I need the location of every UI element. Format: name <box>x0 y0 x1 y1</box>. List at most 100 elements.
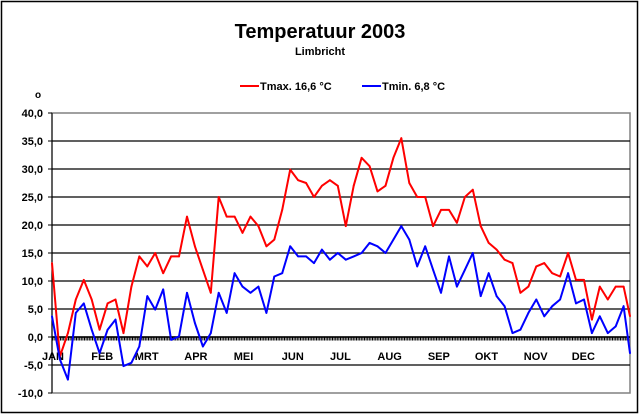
data-point <box>178 255 180 258</box>
data-point <box>265 245 268 248</box>
data-point <box>503 258 506 261</box>
legend-entry: Tmin. 6,8 °C <box>382 81 445 93</box>
data-point <box>471 188 474 191</box>
data-point <box>606 298 609 301</box>
y-tick-label: 40,0 <box>22 108 43 120</box>
data-point <box>98 352 101 355</box>
month-label: DEC <box>572 351 595 363</box>
data-point <box>463 268 466 271</box>
data-point <box>479 225 482 228</box>
data-point <box>368 165 371 168</box>
y-tick-label: -5,0 <box>24 360 43 372</box>
data-point <box>257 285 260 288</box>
data-point <box>392 156 395 159</box>
data-point <box>360 252 363 254</box>
data-point <box>519 328 522 331</box>
data-point <box>629 315 631 318</box>
data-point <box>305 182 307 184</box>
data-point <box>590 332 593 334</box>
data-point <box>249 215 252 218</box>
data-point <box>130 285 133 288</box>
data-point <box>551 272 554 275</box>
data-point <box>90 328 93 331</box>
data-point <box>503 305 506 308</box>
data-point <box>98 328 101 331</box>
data-point <box>384 184 387 187</box>
data-point <box>448 255 450 258</box>
data-point <box>186 291 188 294</box>
data-point <box>74 312 77 314</box>
data-point <box>217 291 220 294</box>
y-tick-label: 30,0 <box>22 164 43 176</box>
data-point <box>479 295 482 298</box>
series-line-tmax <box>51 137 631 358</box>
month-label: OKT <box>475 351 499 363</box>
data-point <box>51 315 53 318</box>
data-point <box>535 298 538 301</box>
data-point <box>487 272 490 275</box>
data-point <box>225 215 228 218</box>
data-point <box>194 245 196 248</box>
data-point <box>194 322 196 324</box>
data-point <box>352 184 355 187</box>
month-label: MEI <box>234 351 254 363</box>
month-label: AUG <box>377 351 401 363</box>
data-point <box>456 285 458 288</box>
data-point <box>606 332 609 334</box>
data-point <box>590 318 593 321</box>
month-label: JUL <box>330 351 351 363</box>
data-point <box>186 215 188 218</box>
data-point <box>495 295 498 298</box>
month-label: FEB <box>91 351 113 363</box>
data-point <box>495 248 498 251</box>
data-point <box>622 305 625 308</box>
data-point <box>122 332 125 334</box>
data-point <box>614 325 617 328</box>
y-tick-label: 0,0 <box>28 332 43 344</box>
data-point <box>82 278 85 281</box>
data-point <box>257 225 260 228</box>
data-point <box>456 221 458 224</box>
data-point <box>336 184 339 187</box>
data-point <box>313 196 315 198</box>
data-point <box>598 285 601 288</box>
data-point <box>622 285 625 288</box>
data-point <box>575 278 577 281</box>
data-point <box>440 208 442 211</box>
data-point <box>217 196 220 198</box>
data-point <box>360 156 363 159</box>
data-point <box>201 268 204 271</box>
data-point <box>154 308 157 311</box>
data-point <box>344 258 347 261</box>
legend: Tmax. 16,6 °C Tmin. 6,8 °C <box>240 81 445 93</box>
data-point <box>392 238 395 241</box>
data-point <box>74 298 77 301</box>
y-tick-label: 20,0 <box>22 220 43 232</box>
data-point <box>535 265 538 268</box>
data-point <box>352 255 355 258</box>
month-label: APR <box>184 351 207 363</box>
data-point <box>265 312 268 314</box>
data-point <box>138 345 141 348</box>
data-point <box>289 168 292 171</box>
data-point <box>471 252 474 254</box>
y-tick-label: 25,0 <box>22 192 43 204</box>
month-label: MRT <box>135 351 159 363</box>
y-tick-label: 5,0 <box>28 304 43 316</box>
month-label: NOV <box>524 351 549 363</box>
data-point <box>543 262 546 264</box>
y-tick-label: 10,0 <box>22 276 43 288</box>
data-point <box>368 242 371 244</box>
series-line-tmin <box>51 225 631 381</box>
data-point <box>583 298 585 301</box>
data-point <box>297 255 300 258</box>
data-point <box>416 265 419 268</box>
chart-title: Temperatuur 2003 <box>235 21 406 43</box>
data-point <box>344 225 347 228</box>
data-point <box>66 332 69 334</box>
data-point <box>178 335 180 338</box>
data-point <box>106 328 109 331</box>
data-point <box>305 255 307 258</box>
data-point <box>170 338 172 341</box>
data-point <box>328 179 331 182</box>
